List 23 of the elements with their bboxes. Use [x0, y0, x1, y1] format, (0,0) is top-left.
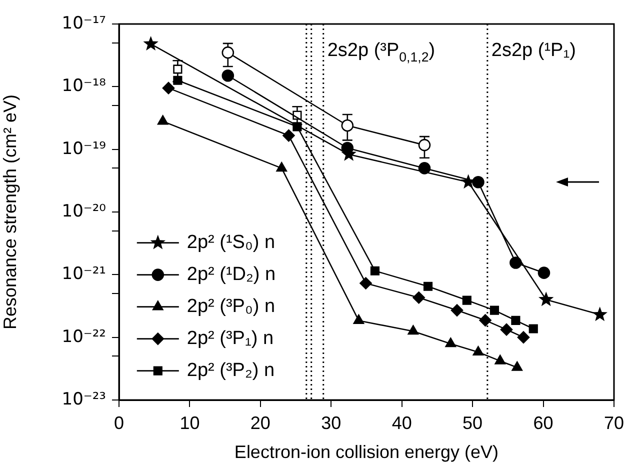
- y-tick-label: 10⁻²²: [62, 326, 106, 347]
- x-tick-label: 0: [114, 412, 124, 433]
- ref-line-label: 2s2p (¹P₁): [491, 40, 576, 61]
- x-tick-label: 10: [180, 412, 200, 433]
- x-tick-label: 30: [321, 412, 342, 433]
- legend-label: 2p² (¹D₂) n: [186, 264, 276, 286]
- x-tick-label: 20: [250, 412, 270, 433]
- legend-label: 2p² (³P₂) n: [186, 360, 275, 382]
- legend-label: 2p² (¹S₀) n: [186, 232, 276, 254]
- y-tick-label: 10⁻¹⁹: [62, 138, 106, 159]
- y-tick-label: 10⁻²⁰: [62, 201, 106, 222]
- y-tick-label: 10⁻¹⁷: [62, 13, 106, 34]
- legend-label: 2p² (³P₁) n: [186, 328, 274, 350]
- x-tick-label: 50: [462, 412, 483, 433]
- y-tick-label: 10⁻²³: [62, 389, 106, 410]
- y-axis-title: Resonance strength (cm² eV): [0, 94, 20, 330]
- y-tick-label: 10⁻²¹: [62, 264, 106, 284]
- x-tick-label: 70: [604, 412, 624, 433]
- y-tick-label: 10⁻¹⁸: [62, 76, 106, 96]
- x-axis-title: Electron-ion collision energy (eV): [234, 442, 499, 462]
- x-tick-label: 60: [533, 412, 554, 433]
- legend-label: 2p² (³P₀) n: [186, 296, 276, 318]
- x-tick-label: 40: [392, 412, 412, 433]
